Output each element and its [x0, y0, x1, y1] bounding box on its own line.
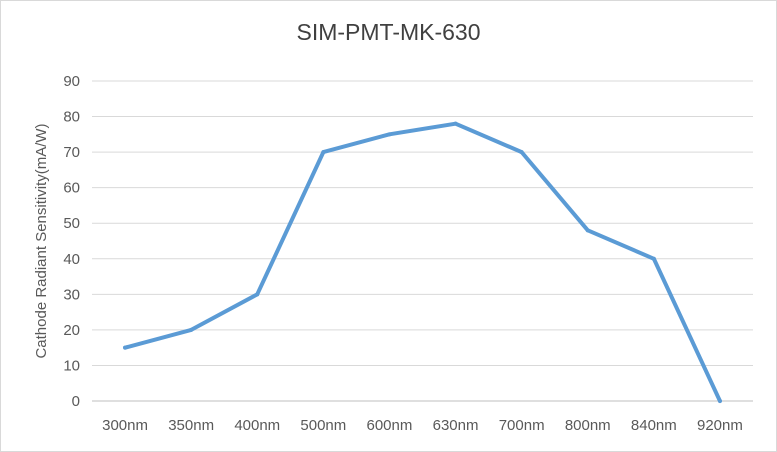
data-point [321, 150, 326, 155]
data-point [717, 399, 722, 403]
x-tick-label: 700nm [499, 417, 545, 434]
y-tick-label: 30 [63, 286, 80, 303]
data-point [387, 132, 392, 137]
gridlines [92, 80, 753, 402]
y-tick-label: 20 [63, 322, 80, 339]
y-tick-label: 80 [63, 109, 80, 126]
series-layer [123, 121, 722, 403]
data-point [585, 228, 590, 233]
data-point [189, 327, 194, 332]
data-point [651, 256, 656, 261]
y-tick-label: 90 [63, 73, 80, 90]
y-tick-label: 10 [63, 357, 80, 374]
x-tick-labels: 300nm 350nm 400nm 500nm 600nm 630nm 700nm 800nm… [102, 417, 743, 434]
x-tick-label: 500nm [300, 417, 346, 434]
y-tick-label: 60 [63, 180, 80, 197]
chart-title: SIM-PMT-MK-630 [296, 19, 481, 45]
data-point [519, 150, 524, 155]
x-tick-label: 800nm [565, 417, 611, 434]
data-point [453, 121, 458, 126]
x-tick-label: 920nm [697, 417, 743, 434]
series-line [123, 121, 722, 403]
data-point [255, 292, 260, 297]
x-tick-label: 350nm [168, 417, 214, 434]
y-tick-label: 0 [72, 393, 80, 410]
x-tick-label: 600nm [367, 417, 413, 434]
x-tick-label: 840nm [631, 417, 677, 434]
data-point [123, 345, 128, 350]
y-tick-label: 40 [63, 251, 80, 268]
x-tick-label: 630nm [433, 417, 479, 434]
y-tick-label: 70 [63, 144, 80, 161]
x-tick-label: 300nm [102, 417, 148, 434]
y-tick-label: 50 [63, 215, 80, 232]
y-tick-labels: 0 10 20 30 40 50 60 70 80 90 [63, 73, 80, 410]
x-tick-label: 400nm [234, 417, 280, 434]
y-axis-title: Cathode Radiant Sensitivity(mA/W) [33, 123, 50, 358]
